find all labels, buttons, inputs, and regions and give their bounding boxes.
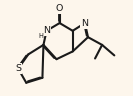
Text: O: O (56, 4, 63, 13)
Text: N: N (43, 26, 50, 35)
Text: H: H (38, 33, 43, 39)
Text: N: N (81, 19, 88, 28)
Text: S: S (15, 64, 21, 73)
